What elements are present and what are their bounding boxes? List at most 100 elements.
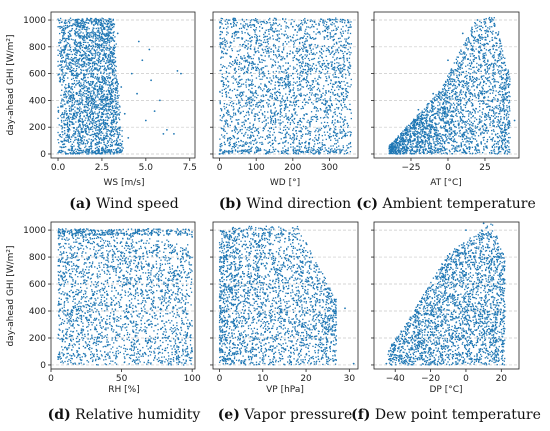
scatter-point <box>325 76 327 78</box>
scatter-point <box>261 90 264 92</box>
scatter-point <box>246 23 248 25</box>
scatter-point <box>114 36 116 38</box>
scatter-point <box>78 108 80 110</box>
scatter-point <box>83 88 85 90</box>
scatter-point <box>77 24 80 26</box>
scatter-point <box>228 137 230 139</box>
scatter-point <box>91 32 93 34</box>
scatter-point <box>103 76 106 79</box>
scatter-point <box>274 118 276 120</box>
scatter-point <box>346 96 348 99</box>
scatter-point <box>64 119 67 121</box>
scatter-point <box>114 61 116 63</box>
scatter-point <box>100 29 103 31</box>
scatter-point <box>101 147 103 149</box>
scatter-point <box>249 56 252 58</box>
scatter-point <box>300 37 302 39</box>
scatter-point <box>324 126 326 129</box>
scatter-point <box>114 64 116 67</box>
scatter-point <box>229 88 231 91</box>
scatter-point <box>306 40 308 42</box>
scatter-point <box>314 94 317 96</box>
scatter-point <box>65 46 67 48</box>
scatter-point <box>326 35 328 38</box>
scatter-point <box>85 59 87 61</box>
scatter-point <box>348 143 350 145</box>
scatter-point <box>79 29 81 31</box>
scatter-point <box>93 64 96 66</box>
scatter-point <box>302 151 304 154</box>
scatter-point <box>278 122 280 124</box>
scatter-point <box>86 17 88 20</box>
scatter-point <box>82 63 85 65</box>
scatter-point <box>89 66 92 68</box>
scatter-point <box>93 20 95 22</box>
scatter-point <box>306 49 308 51</box>
scatter-point <box>91 47 94 49</box>
scatter-point <box>339 132 341 134</box>
scatter-point <box>335 27 337 29</box>
scatter-point <box>231 33 234 35</box>
scatter-point <box>116 128 119 130</box>
scatter-point <box>107 140 109 142</box>
scatter-point <box>229 41 232 43</box>
scatter-point <box>303 77 305 79</box>
scatter-point <box>111 61 114 63</box>
scatter-point <box>297 25 299 28</box>
scatter-point <box>221 80 224 82</box>
scatter-point <box>225 91 227 94</box>
scatter-point <box>86 101 88 103</box>
scatter-point <box>83 115 85 118</box>
scatter-point <box>347 126 349 128</box>
scatter-point <box>270 48 272 50</box>
scatter-point <box>276 39 278 42</box>
scatter-point <box>92 152 94 154</box>
scatter-point <box>90 17 92 20</box>
scatter-point <box>83 105 86 108</box>
scatter-point <box>110 111 112 113</box>
scatter-point <box>295 149 297 151</box>
scatter-point <box>107 109 110 111</box>
scatter-point <box>110 21 113 23</box>
scatter-point <box>272 115 275 117</box>
scatter-point <box>342 52 344 55</box>
scatter-point <box>254 152 256 154</box>
scatter-point <box>66 122 69 125</box>
scatter-point <box>94 111 96 113</box>
scatter-point <box>81 151 83 154</box>
scatter-point <box>75 111 77 114</box>
scatter-point <box>62 49 64 51</box>
scatter-point <box>94 144 96 146</box>
scatter-point <box>64 39 67 41</box>
scatter-point <box>86 149 89 151</box>
scatter-point <box>258 137 260 139</box>
scatter-point <box>226 132 228 135</box>
scatter-point <box>263 149 266 151</box>
scatter-point <box>91 23 93 25</box>
data-point <box>144 119 147 122</box>
scatter-point <box>115 117 117 119</box>
scatter-point <box>81 27 83 29</box>
scatter-point <box>245 120 247 122</box>
scatter-point <box>116 130 118 133</box>
scatter-point <box>108 63 111 66</box>
scatter-point <box>103 68 105 71</box>
scatter-point <box>292 84 294 86</box>
scatter-point <box>94 77 96 79</box>
scatter-point <box>62 146 65 149</box>
scatter-point <box>255 27 258 29</box>
scatter-point <box>231 49 234 52</box>
scatter-point <box>322 117 325 119</box>
scatter-point <box>94 85 96 87</box>
scatter-point <box>268 47 270 49</box>
scatter-point <box>108 35 110 37</box>
scatter-point <box>320 18 323 20</box>
scatter-point <box>61 66 63 68</box>
scatter-point <box>89 115 91 117</box>
scatter-point <box>72 59 74 62</box>
scatter-point <box>75 115 77 118</box>
scatter-point <box>251 99 253 102</box>
scatter-point <box>81 97 83 99</box>
scatter-point <box>277 150 279 152</box>
scatter-point <box>268 81 270 83</box>
